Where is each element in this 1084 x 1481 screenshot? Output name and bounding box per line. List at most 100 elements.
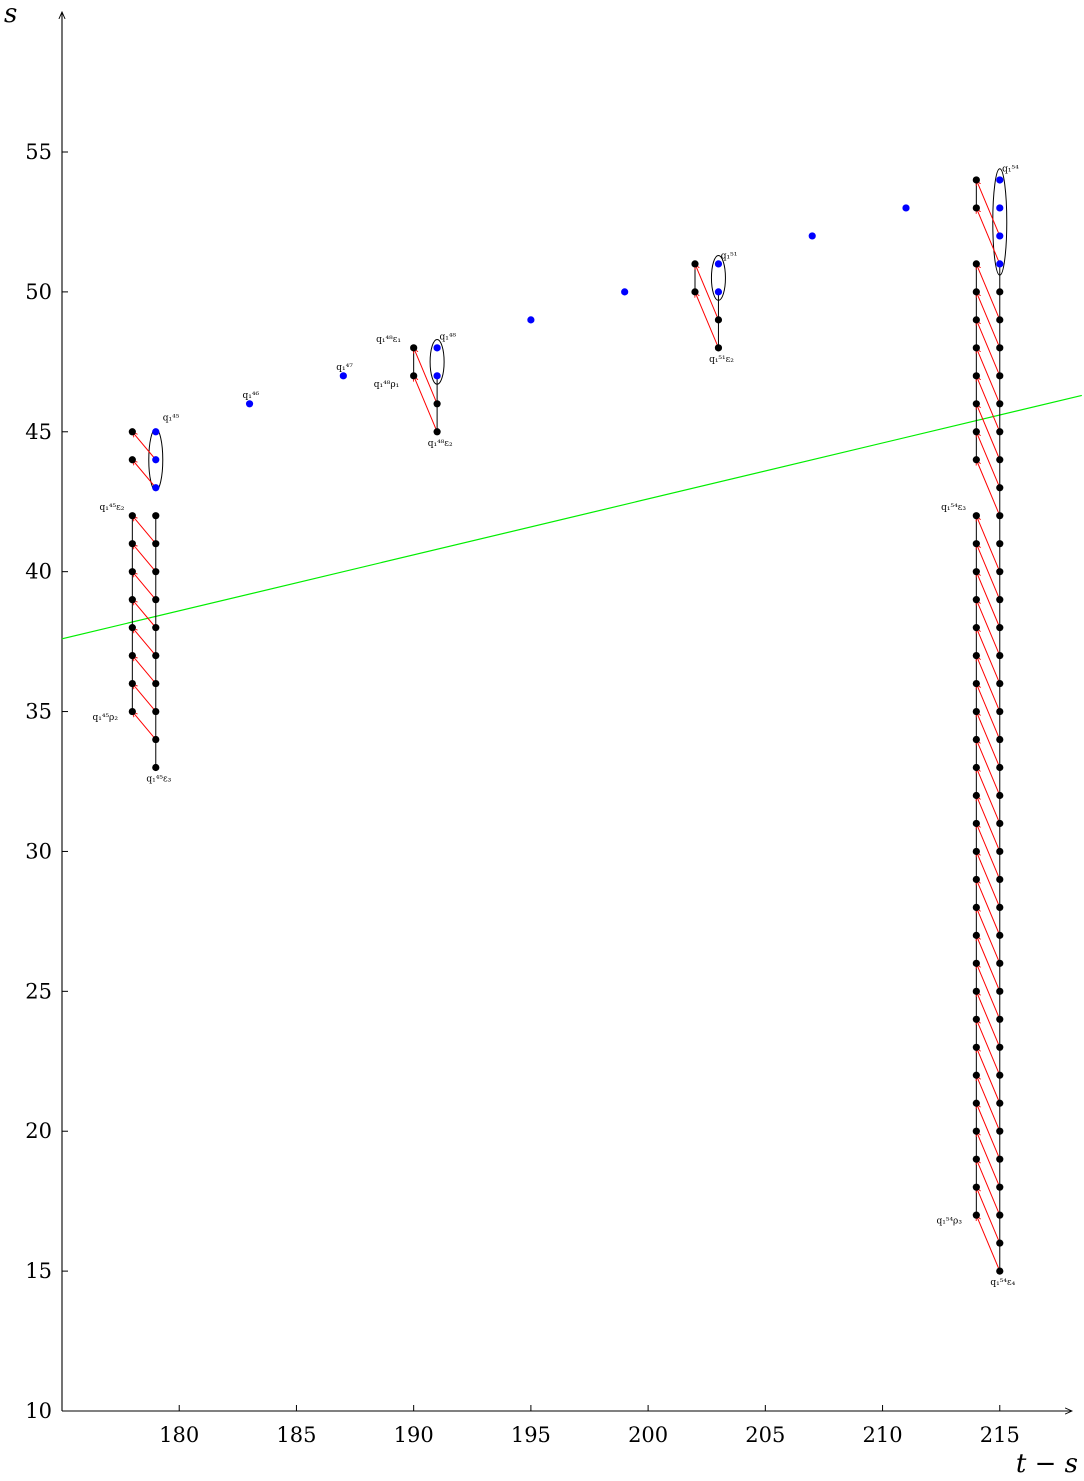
black-point [128, 512, 136, 520]
y-tick-label: 15 [25, 1259, 52, 1283]
black-point [972, 847, 980, 856]
y-tick-label: 20 [25, 1119, 52, 1143]
red-arrow [976, 656, 1001, 712]
y-tick-label: 40 [25, 560, 52, 584]
black-point [996, 1267, 1004, 1275]
black-point [128, 568, 136, 576]
red-arrow [414, 348, 438, 404]
axes: 180 185 190 195 200 205 210 215 10 15 20 25 30 35 40 45… [25, 12, 1072, 1447]
black-point [996, 1155, 1004, 1163]
point-annotation: q₁⁵⁴ρ₃ [936, 1217, 962, 1227]
y-tick-label: 50 [25, 280, 52, 304]
black-point [972, 707, 980, 716]
blue-point [996, 204, 1004, 212]
black-point [972, 400, 980, 408]
black-point [972, 372, 980, 380]
black-point [996, 1015, 1004, 1023]
black-point [152, 735, 160, 744]
black-point [972, 1043, 980, 1051]
black-point [996, 1211, 1004, 1219]
group-ellipse [710, 255, 726, 301]
blue-point [996, 260, 1004, 268]
red-arrow [976, 684, 1001, 740]
blue-point [621, 288, 629, 296]
red-arrow [976, 1131, 1001, 1188]
red-arrow [976, 628, 1001, 684]
red-arrow [976, 292, 1001, 349]
black-point [410, 344, 418, 352]
black-point [972, 959, 980, 967]
red-arrow [976, 1075, 1001, 1132]
red-arrow [976, 1215, 1001, 1272]
red-arrow [976, 1159, 1001, 1216]
black-point [996, 959, 1004, 967]
red-arrow [976, 376, 1001, 432]
black-point [972, 428, 980, 436]
blue-point [339, 372, 347, 380]
red-arrow [695, 292, 719, 349]
reference-line-layer [61, 394, 1082, 640]
red-arrow [976, 348, 1001, 404]
black-point [996, 624, 1004, 632]
y-tick-label: 55 [25, 140, 52, 164]
x-tick-label: 210 [863, 1423, 903, 1447]
red-arrow [132, 544, 157, 572]
point-annotation: q₁⁴⁸ [439, 332, 456, 342]
black-point [972, 288, 980, 296]
red-arrow [132, 432, 157, 461]
blue-point [433, 344, 441, 352]
black-point [152, 596, 160, 604]
blue-point [433, 372, 441, 380]
black-point [152, 540, 160, 548]
red-arrow [976, 1019, 1001, 1076]
black-point [996, 1183, 1004, 1191]
red-arrow [976, 907, 1001, 964]
black-point [128, 540, 136, 548]
black-point [972, 791, 980, 800]
black-point [152, 568, 160, 576]
black-point [972, 652, 980, 660]
black-point [128, 679, 136, 688]
black-point [996, 652, 1004, 660]
black-point [972, 624, 980, 632]
black-point [410, 372, 418, 380]
blue-point [152, 484, 160, 492]
red-arrow [132, 684, 157, 712]
black-point [972, 540, 980, 548]
black-point [996, 903, 1004, 912]
black-point [972, 344, 980, 352]
black-point [972, 1071, 980, 1079]
red-arrow [132, 516, 157, 545]
black-point [152, 707, 160, 716]
black-point [152, 652, 160, 660]
point-annotation: q₁⁴⁷ [336, 363, 353, 373]
point-annotation: q₁⁵¹ [721, 251, 738, 261]
red-arrow [132, 628, 157, 656]
red-arrow [132, 600, 157, 628]
black-point [152, 679, 160, 688]
blue-point [808, 232, 816, 240]
blue-point [714, 288, 723, 296]
red-arrow [132, 572, 157, 600]
black-point [972, 819, 980, 828]
black-point [972, 987, 980, 995]
black-point [972, 176, 980, 184]
point-annotation: q₁⁵⁴ [1002, 165, 1019, 175]
y-tick-label: 35 [25, 700, 52, 724]
black-point [972, 1183, 980, 1191]
black-point [996, 987, 1004, 995]
blue-point [527, 316, 535, 324]
black-point [996, 875, 1004, 884]
black-point [996, 400, 1004, 408]
red-arrow [976, 851, 1001, 908]
red-arrow [976, 600, 1001, 656]
red-arrow [976, 572, 1001, 628]
black-point [996, 735, 1004, 744]
red-arrow [132, 712, 157, 740]
black-point [972, 931, 980, 939]
blue-point [245, 400, 254, 408]
dot-layer [128, 176, 1004, 1275]
black-point [972, 1099, 980, 1107]
black-point [972, 1155, 980, 1163]
black-point [996, 344, 1004, 352]
